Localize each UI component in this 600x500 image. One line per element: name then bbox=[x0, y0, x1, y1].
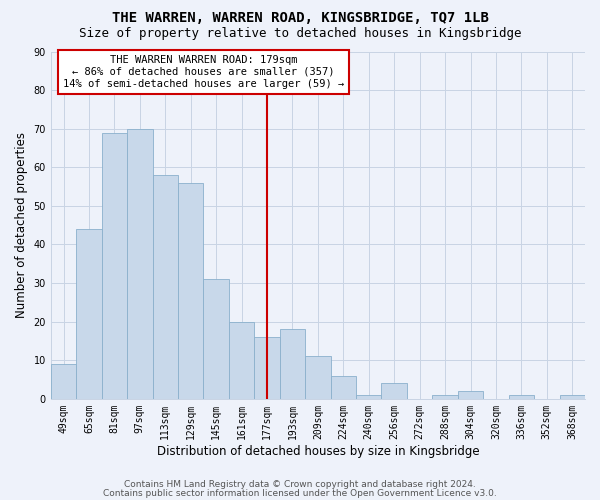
Text: THE WARREN WARREN ROAD: 179sqm
← 86% of detached houses are smaller (357)
14% of: THE WARREN WARREN ROAD: 179sqm ← 86% of … bbox=[63, 56, 344, 88]
Bar bbox=[433, 395, 458, 399]
Text: Contains HM Land Registry data © Crown copyright and database right 2024.: Contains HM Land Registry data © Crown c… bbox=[124, 480, 476, 489]
Bar bbox=[560, 395, 585, 399]
Bar bbox=[331, 376, 356, 399]
Bar bbox=[280, 330, 305, 399]
Text: THE WARREN, WARREN ROAD, KINGSBRIDGE, TQ7 1LB: THE WARREN, WARREN ROAD, KINGSBRIDGE, TQ… bbox=[112, 11, 488, 25]
Bar bbox=[127, 128, 152, 399]
Bar bbox=[76, 229, 101, 399]
Bar bbox=[509, 395, 534, 399]
Text: Size of property relative to detached houses in Kingsbridge: Size of property relative to detached ho… bbox=[79, 28, 521, 40]
Bar bbox=[51, 364, 76, 399]
Bar bbox=[382, 384, 407, 399]
Bar bbox=[305, 356, 331, 399]
Bar bbox=[101, 132, 127, 399]
X-axis label: Distribution of detached houses by size in Kingsbridge: Distribution of detached houses by size … bbox=[157, 444, 479, 458]
Bar bbox=[229, 322, 254, 399]
Bar bbox=[254, 337, 280, 399]
Text: Contains public sector information licensed under the Open Government Licence v3: Contains public sector information licen… bbox=[103, 488, 497, 498]
Bar bbox=[203, 279, 229, 399]
Bar bbox=[178, 182, 203, 399]
Bar bbox=[356, 395, 382, 399]
Y-axis label: Number of detached properties: Number of detached properties bbox=[15, 132, 28, 318]
Bar bbox=[458, 391, 483, 399]
Bar bbox=[152, 175, 178, 399]
